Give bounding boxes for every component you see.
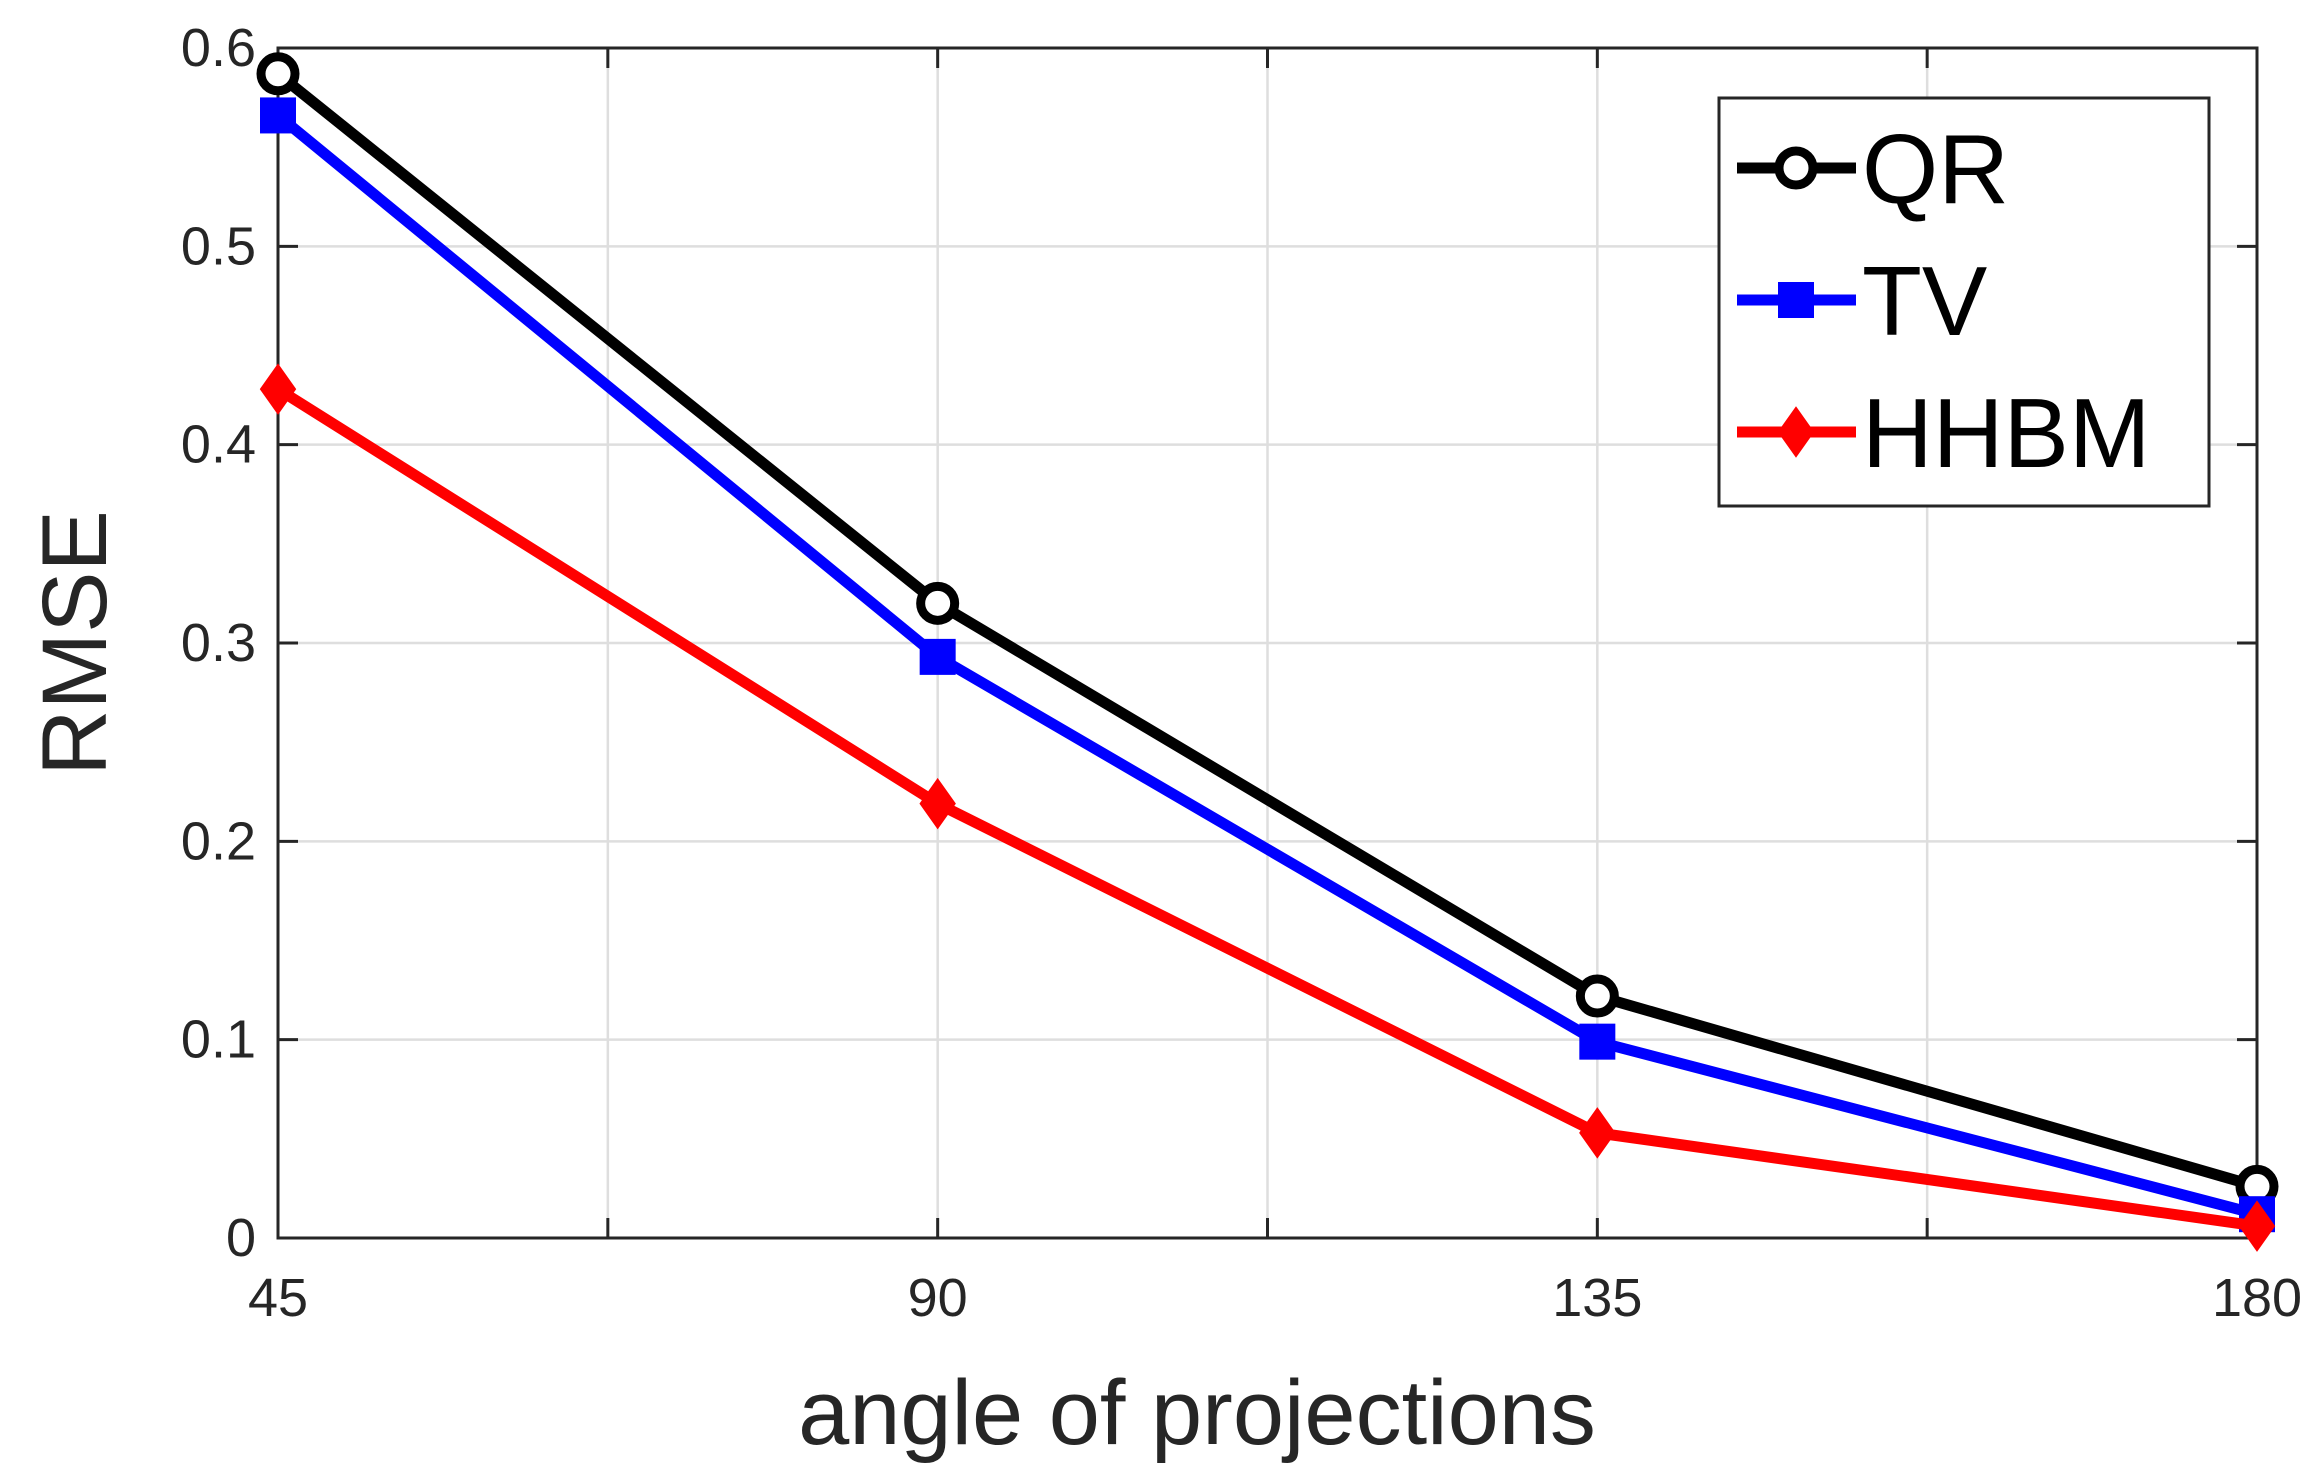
x-tick-label: 90 xyxy=(908,1268,968,1328)
point-qr xyxy=(1575,974,1619,1018)
legend-marker-tv xyxy=(1778,282,1814,318)
legend-marker-hhbm xyxy=(1777,406,1815,458)
axes-box xyxy=(276,46,2259,1240)
y-tick-label: 0.2 xyxy=(181,811,256,871)
line-qr xyxy=(274,69,2259,1192)
legend-item-tv: TV xyxy=(1737,246,1987,356)
legend-label-hhbm: HHBM xyxy=(1862,378,2151,488)
y-tick-label: 0.6 xyxy=(181,18,256,78)
point-tv xyxy=(919,638,956,675)
legend: QR TV HHBM xyxy=(1717,96,2211,508)
point-hhbm xyxy=(2238,1200,2276,1252)
series-hhbm xyxy=(259,363,2276,1252)
x-tick-label: 45 xyxy=(248,1268,308,1328)
data-series xyxy=(256,52,2279,1252)
point-hhbm xyxy=(1579,1107,1616,1159)
y-tick-label: 0.5 xyxy=(181,216,256,276)
line-hhbm xyxy=(275,384,2258,1232)
point-qr xyxy=(256,52,300,96)
point-qr xyxy=(916,581,960,625)
line-tv xyxy=(274,111,2259,1220)
point-tv xyxy=(1579,1023,1616,1060)
x-tick-labels: 45 90 135 180 xyxy=(248,1268,2302,1328)
legend-item-qr: QR xyxy=(1737,114,2009,224)
point-tv xyxy=(260,97,296,134)
y-tick-label: 0.1 xyxy=(181,1010,256,1070)
legend-marker-qr xyxy=(1774,146,1818,190)
point-hhbm xyxy=(919,777,956,830)
x-axis-title: angle of projections xyxy=(798,1362,1596,1464)
legend-item-hhbm: HHBM xyxy=(1737,378,2151,488)
y-tick-label: 0 xyxy=(226,1208,256,1268)
y-axis-title: RMSE xyxy=(24,510,126,776)
x-tick-label: 135 xyxy=(1552,1268,1642,1328)
x-tick-label: 180 xyxy=(2212,1268,2302,1328)
y-tick-labels: 0 0.1 0.2 0.3 0.4 0.5 0.6 xyxy=(181,18,256,1268)
y-tick-label: 0.3 xyxy=(181,613,256,673)
point-hhbm xyxy=(259,363,297,415)
y-tick-label: 0.4 xyxy=(181,415,256,475)
legend-label-qr: QR xyxy=(1862,114,2009,224)
series-qr xyxy=(256,52,2279,1208)
legend-label-tv: TV xyxy=(1862,246,1987,356)
